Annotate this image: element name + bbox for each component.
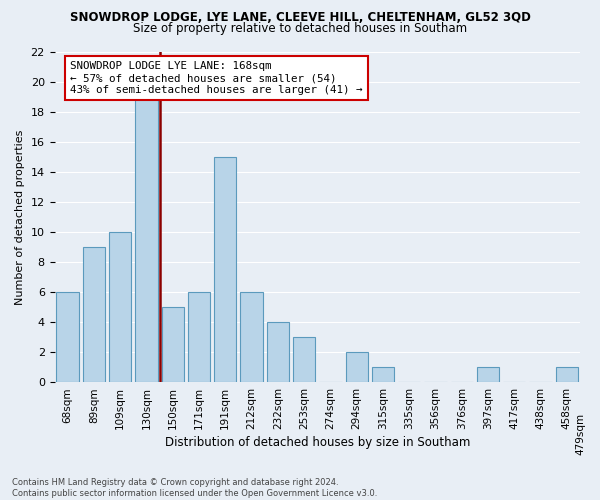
Bar bbox=[266, 322, 289, 382]
Bar bbox=[477, 368, 499, 382]
Bar bbox=[188, 292, 210, 382]
Bar bbox=[293, 337, 315, 382]
Bar bbox=[109, 232, 131, 382]
Y-axis label: Number of detached properties: Number of detached properties bbox=[15, 129, 25, 304]
Text: Contains HM Land Registry data © Crown copyright and database right 2024.
Contai: Contains HM Land Registry data © Crown c… bbox=[12, 478, 377, 498]
Text: 479sqm: 479sqm bbox=[575, 413, 585, 455]
Bar bbox=[372, 368, 394, 382]
Bar bbox=[161, 307, 184, 382]
Text: SNOWDROP LODGE, LYE LANE, CLEEVE HILL, CHELTENHAM, GL52 3QD: SNOWDROP LODGE, LYE LANE, CLEEVE HILL, C… bbox=[70, 11, 530, 24]
X-axis label: Distribution of detached houses by size in Southam: Distribution of detached houses by size … bbox=[164, 436, 470, 449]
Text: Size of property relative to detached houses in Southam: Size of property relative to detached ho… bbox=[133, 22, 467, 35]
Bar bbox=[56, 292, 79, 382]
Bar bbox=[346, 352, 368, 382]
Text: SNOWDROP LODGE LYE LANE: 168sqm
← 57% of detached houses are smaller (54)
43% of: SNOWDROP LODGE LYE LANE: 168sqm ← 57% of… bbox=[70, 62, 363, 94]
Bar bbox=[556, 368, 578, 382]
Bar bbox=[83, 247, 105, 382]
Bar bbox=[241, 292, 263, 382]
Bar bbox=[214, 157, 236, 382]
Bar bbox=[136, 96, 158, 383]
